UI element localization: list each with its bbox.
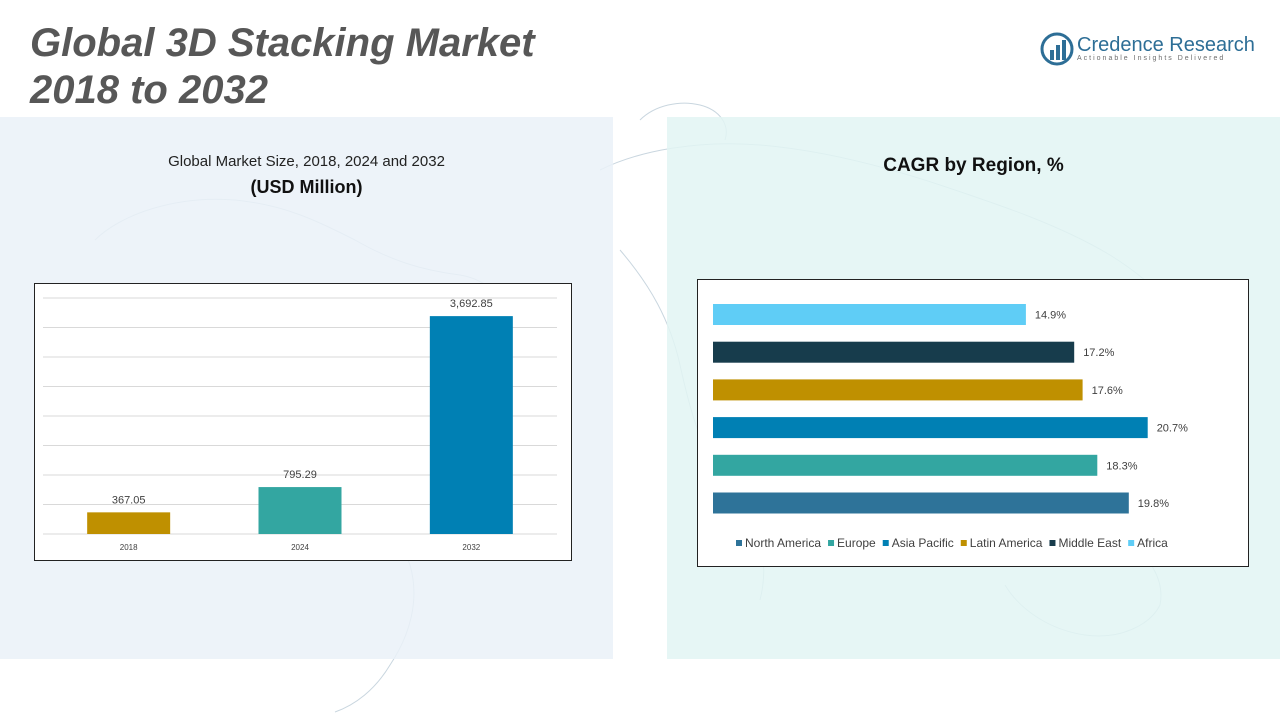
right-chart-title: CAGR by Region, % <box>883 155 1064 176</box>
x-tick-label: 2032 <box>462 543 480 552</box>
bar-2024 <box>258 487 342 534</box>
bar-value-label: 367.05 <box>112 494 146 506</box>
legend-label: Africa <box>1137 536 1168 550</box>
logo-name: Credence Research <box>1077 34 1255 56</box>
bar-value-label: 795.29 <box>283 469 317 481</box>
page-title-line1: Global 3D Stacking Market <box>30 21 535 65</box>
hbar-middle-east <box>713 341 1075 363</box>
cagr-chart-svg: 19.8% 18.3% 20.7% 17.6% 17.2% 14.9% North Amer… <box>713 304 1188 550</box>
bar-value-label: 3,692.85 <box>450 298 493 310</box>
hbar-africa <box>713 304 1026 325</box>
hbar-value-label: 18.3% <box>1106 460 1137 472</box>
legend-label: North America <box>745 536 821 550</box>
page-title-line2: 2018 to 2032 <box>30 68 268 112</box>
legend-swatch <box>960 540 967 546</box>
hbar-value-label: 17.2% <box>1083 347 1114 359</box>
legend-label: Latin America <box>970 536 1043 550</box>
legend-label: Middle East <box>1058 536 1121 550</box>
market-size-chart-svg: 367.05 2018 795.29 2024 3,692.85 2032 <box>43 297 557 552</box>
cagr-chart: 19.8% 18.3% 20.7% 17.6% 17.2% 14.9% North Amer… <box>697 279 1249 567</box>
bar-2018 <box>87 512 171 534</box>
legend-label: Europe <box>837 536 876 550</box>
hbar-value-label: 20.7% <box>1157 423 1188 435</box>
credence-logo-icon <box>1040 32 1074 66</box>
legend-label: Asia Pacific <box>892 536 954 550</box>
hbar-value-label: 14.9% <box>1035 310 1066 322</box>
bar-2032 <box>429 316 513 534</box>
x-tick-label: 2024 <box>291 543 309 552</box>
hbar-value-label: 17.6% <box>1092 385 1123 397</box>
legend-swatch <box>882 540 889 546</box>
hbar-north-america <box>713 492 1129 514</box>
legend-swatch <box>828 540 835 546</box>
legend-swatch <box>1049 540 1056 546</box>
market-size-chart: 367.05 2018 795.29 2024 3,692.85 2032 <box>34 283 572 561</box>
x-tick-label: 2018 <box>120 543 138 552</box>
page-title: Global 3D Stacking Market 2018 to 2032 <box>30 20 535 114</box>
hbar-latin-america <box>713 379 1083 401</box>
legend-swatch <box>736 540 742 546</box>
left-chart-title: Global Market Size, 2018, 2024 and 2032 <box>168 153 445 170</box>
hbar-asia-pacific <box>713 417 1148 439</box>
legend-swatch <box>1128 540 1135 546</box>
hbar-value-label: 19.8% <box>1138 498 1169 510</box>
logo-tagline: Actionable Insights Delivered <box>1077 55 1226 62</box>
hbar-europe <box>713 454 1098 476</box>
left-chart-subtitle: (USD Million) <box>250 177 363 197</box>
